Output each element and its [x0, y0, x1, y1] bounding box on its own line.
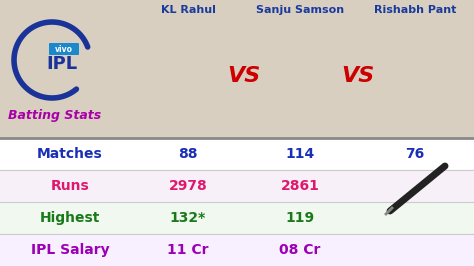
FancyBboxPatch shape [49, 43, 79, 55]
Bar [0, 0, 474, 138]
Text: 132*: 132* [170, 211, 206, 225]
Text: VS: VS [341, 66, 374, 86]
Text: vivo: vivo [55, 44, 73, 53]
Text: IPL Salary: IPL Salary [31, 243, 109, 257]
Bar [0, 138, 474, 170]
Bar [0, 170, 474, 202]
Text: 2978: 2978 [169, 179, 207, 193]
Text: Rishabh Pant: Rishabh Pant [374, 5, 456, 15]
Text: Highest: Highest [40, 211, 100, 225]
Text: 2861: 2861 [281, 179, 319, 193]
Text: 88: 88 [178, 147, 198, 161]
Text: 114: 114 [285, 147, 315, 161]
Text: 119: 119 [285, 211, 315, 225]
Bar [0, 202, 474, 234]
Text: Matches: Matches [37, 147, 103, 161]
Text: Sanju Samson: Sanju Samson [256, 5, 344, 15]
Bar [0, 234, 474, 266]
Text: Runs: Runs [51, 179, 90, 193]
Text: 08 Cr: 08 Cr [279, 243, 321, 257]
Text: 11 Cr: 11 Cr [167, 243, 209, 257]
Text: VS: VS [228, 66, 261, 86]
Text: KL Rahul: KL Rahul [161, 5, 216, 15]
Text: Batting Stats: Batting Stats [8, 110, 101, 123]
Text: 76: 76 [405, 147, 425, 161]
Text: IPL: IPL [46, 55, 78, 73]
Bar [0, 138, 474, 266]
